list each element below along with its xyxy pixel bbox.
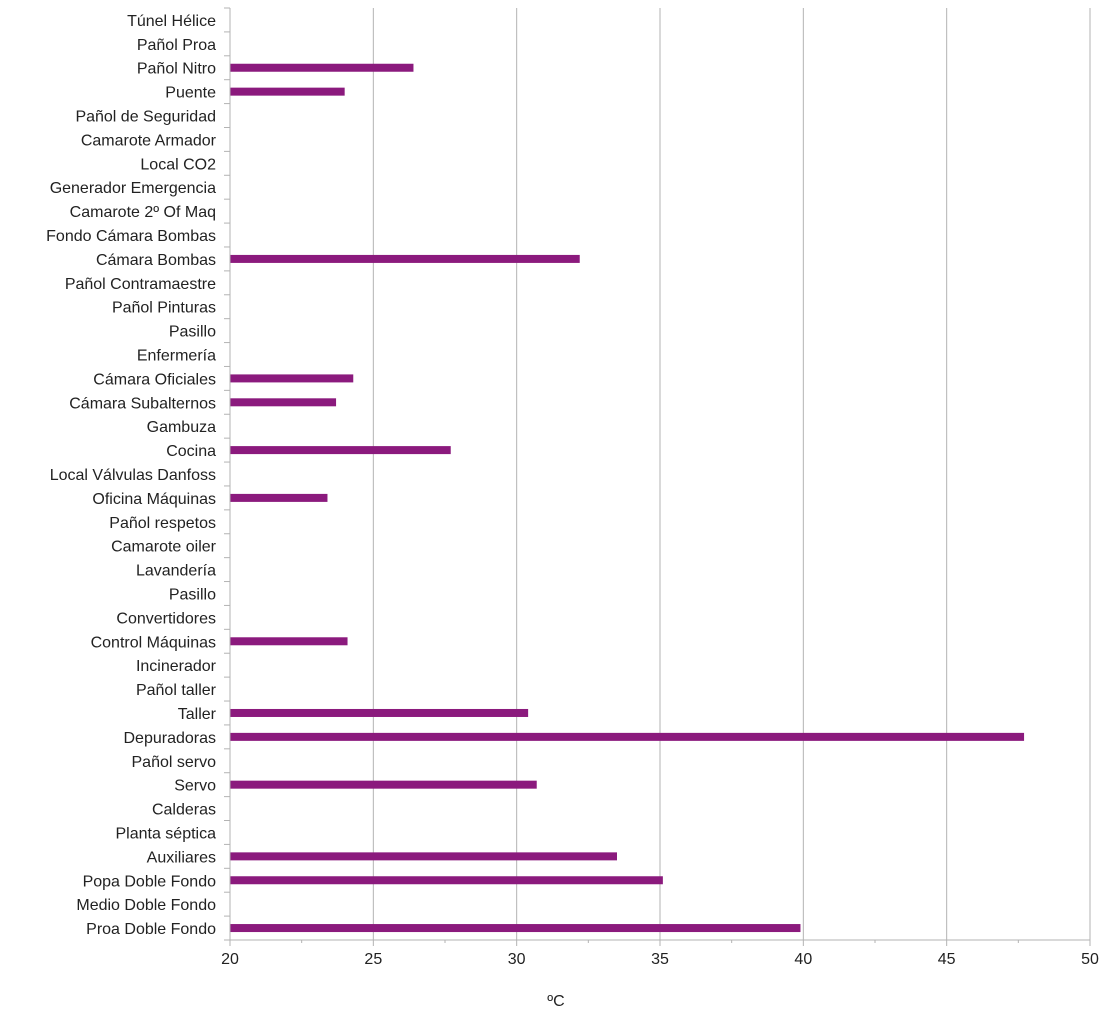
category-label: Calderas [152, 802, 216, 819]
bar [230, 87, 345, 96]
category-label: Generador Emergencia [50, 180, 216, 197]
x-tick-label: 40 [794, 951, 812, 968]
category-label: Pañol servo [132, 754, 217, 771]
category-label: Puente [165, 85, 216, 102]
bar [230, 374, 354, 383]
x-tick-label: 45 [938, 951, 956, 968]
category-label: Planta séptica [115, 825, 216, 842]
bar [230, 398, 337, 407]
category-label: Proa Doble Fondo [86, 921, 216, 938]
category-label: Fondo Cámara Bombas [46, 228, 216, 245]
category-label: Lavandería [136, 563, 216, 580]
category-label: Túnel Hélice [127, 13, 216, 30]
category-label: Pañol Nitro [137, 61, 216, 78]
category-label: Pasillo [169, 324, 216, 341]
bar [230, 876, 663, 885]
category-labels: Proa Doble Fondo Medio Doble Fondo Popa Do… [46, 13, 217, 938]
category-label: Pañol Contramaestre [65, 276, 216, 293]
bar [230, 254, 580, 263]
x-tick-label: 35 [651, 951, 669, 968]
category-label: Camarote Armador [81, 132, 217, 149]
category-label: Incinerador [136, 658, 217, 675]
x-tick-label: 25 [364, 951, 382, 968]
x-tick-label: 30 [508, 951, 526, 968]
category-label: Pañol de Seguridad [75, 109, 216, 126]
category-label: Pañol respetos [109, 515, 216, 532]
category-label: Enfermería [137, 348, 216, 365]
category-label: Medio Doble Fondo [76, 897, 216, 914]
bar [230, 852, 617, 861]
bar [230, 780, 537, 789]
bar [230, 63, 414, 72]
category-label: Cámara Subalternos [69, 395, 216, 412]
x-tick-label: 20 [221, 951, 239, 968]
category-label: Oficina Máquinas [92, 491, 216, 508]
axes [224, 7, 1091, 946]
category-label: Local Válvulas Danfoss [50, 467, 216, 484]
grid-lines [229, 8, 1091, 940]
category-label: Auxiliares [147, 849, 216, 866]
bar [230, 708, 529, 717]
bar [230, 924, 801, 933]
bar [230, 637, 348, 646]
category-label: Cámara Bombas [96, 252, 216, 269]
category-label: Cámara Oficiales [93, 371, 216, 388]
category-label: Gambuza [147, 419, 216, 436]
category-label: Pañol Pinturas [112, 300, 216, 317]
category-label: Servo [174, 778, 216, 795]
bars [230, 63, 1025, 933]
category-label: Taller [178, 706, 217, 723]
x-tick-labels: 20 25 30 35 40 45 50 [221, 951, 1099, 968]
category-label: Popa Doble Fondo [83, 873, 217, 890]
bar [230, 493, 328, 502]
category-label: Control Máquinas [91, 634, 216, 651]
x-tick-label: 50 [1081, 951, 1099, 968]
bar [230, 446, 451, 455]
category-label: Pañol Proa [137, 37, 216, 54]
category-label: Depuradoras [124, 730, 217, 747]
category-label: Convertidores [116, 610, 216, 627]
x-axis-title: ºC [547, 993, 564, 1010]
category-label: Camarote oiler [111, 539, 217, 556]
category-label: Cocina [166, 443, 216, 460]
category-label: Pañol taller [136, 682, 217, 699]
bar [230, 732, 1025, 741]
category-label: Pasillo [169, 586, 216, 603]
category-label: Camarote 2º Of Maq [70, 204, 216, 221]
category-label: Local CO2 [140, 156, 216, 173]
